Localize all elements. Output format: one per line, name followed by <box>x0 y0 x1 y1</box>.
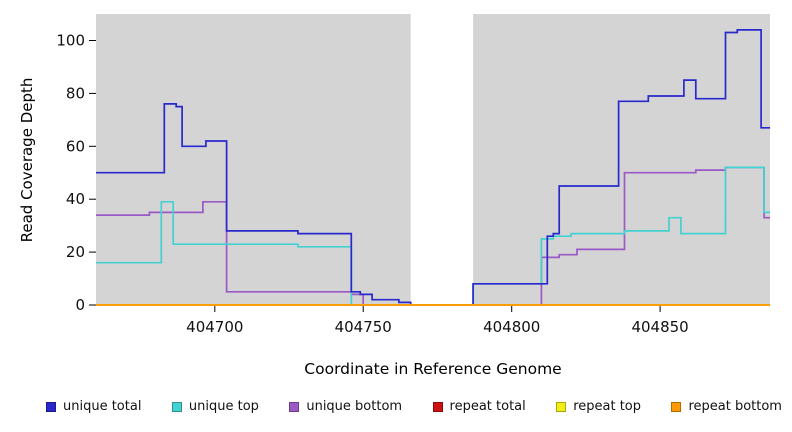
legend-item: unique top <box>171 399 259 414</box>
legend-swatch-icon <box>671 401 682 412</box>
legend-item: unique bottom <box>289 399 402 414</box>
y-tick-label: 80 <box>66 84 85 102</box>
x-tick-label: 404800 <box>483 318 540 336</box>
series-line-unique-bottom <box>96 166 770 306</box>
legend-label: unique top <box>188 399 259 414</box>
legend-swatch-icon <box>171 401 182 412</box>
legend: unique total unique top unique bottom repea… <box>46 399 782 414</box>
legend-label: unique bottom <box>306 399 403 414</box>
legend-item: repeat bottom <box>671 399 782 414</box>
x-tick-label: 404750 <box>335 318 392 336</box>
y-axis-title: Read Coverage Depth <box>18 77 36 243</box>
legend-label: repeat top <box>573 399 641 414</box>
legend-item: unique total <box>46 399 141 414</box>
x-tick-label: 404700 <box>186 318 243 336</box>
y-tick-label: 0 <box>75 296 85 314</box>
legend-swatch-icon <box>46 401 56 412</box>
coverage-gap-region <box>410 14 474 305</box>
y-tick-label: 20 <box>66 243 85 261</box>
legend-label: repeat bottom <box>688 399 782 414</box>
y-tick-label: 40 <box>66 190 85 208</box>
legend-label: repeat total <box>449 399 526 414</box>
x-axis-title: Coordinate in Reference Genome <box>304 360 562 378</box>
chart-canvas: 0 20 40 60 80 100 404700 404750 404800 404850 <box>56 14 770 336</box>
legend-swatch-icon <box>556 401 567 412</box>
y-tick-label: 100 <box>56 32 85 50</box>
x-tick-label: 404850 <box>631 318 688 336</box>
legend-item: repeat total <box>432 399 526 414</box>
legend-swatch-icon <box>289 401 300 412</box>
y-tick-label: 60 <box>66 137 85 155</box>
legend-item: repeat top <box>556 399 641 414</box>
legend-swatch-icon <box>432 401 443 412</box>
legend-label: unique total <box>63 399 142 414</box>
series-line-unique-top <box>96 166 770 306</box>
